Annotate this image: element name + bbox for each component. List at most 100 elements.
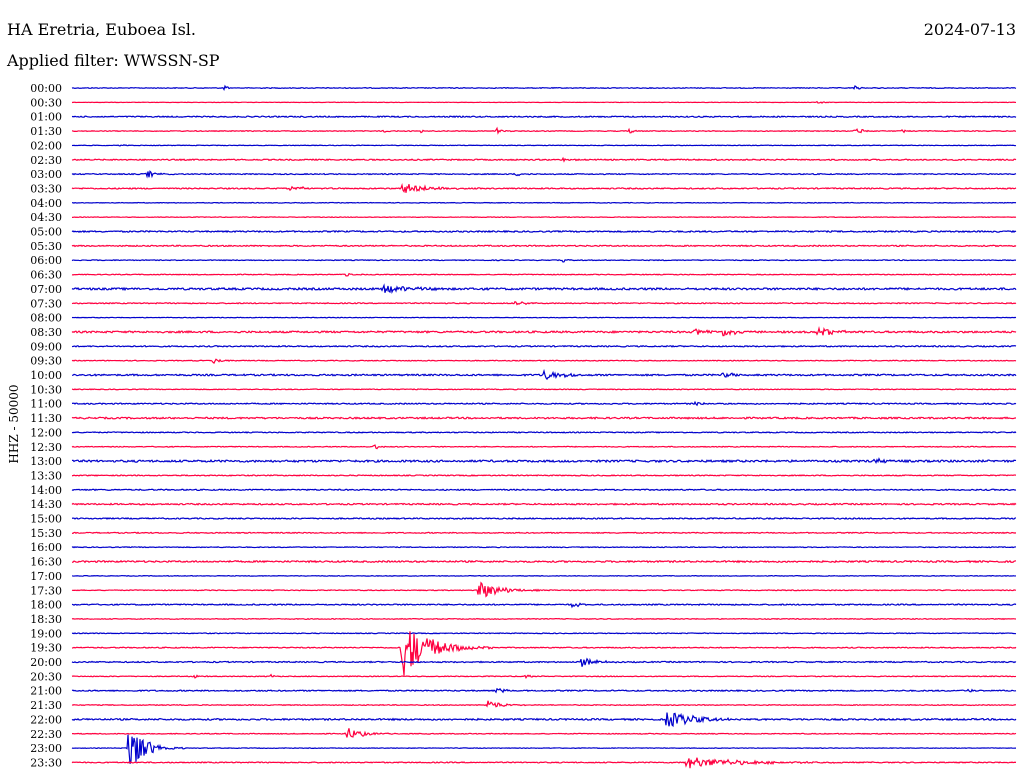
time-label-46: 23:00 [30,742,62,755]
time-label-5: 02:30 [30,154,62,167]
time-label-15: 07:30 [30,297,62,310]
station-title: HA Eretria, Euboea Isl. [7,20,196,39]
trace-row-29 [71,502,1017,506]
time-label-39: 19:30 [30,642,62,655]
trace-row-18 [71,344,1017,348]
trace-row-36 [71,602,1017,609]
time-label-37: 18:30 [30,613,62,626]
trace-row-21 [71,388,1017,391]
trace-row-23 [71,416,1017,420]
time-label-34: 17:00 [30,570,62,583]
time-label-20: 10:00 [30,369,62,382]
trace-row-12 [71,258,1017,263]
time-label-21: 10:30 [30,383,62,396]
trace-row-26 [71,457,1017,464]
time-label-43: 21:30 [30,699,62,712]
time-label-40: 20:00 [30,656,62,669]
time-label-17: 08:30 [30,326,62,339]
time-label-16: 08:00 [30,312,62,325]
trace-row-27 [71,474,1017,477]
time-label-28: 14:00 [30,484,62,497]
trace-row-14 [71,283,1017,294]
time-label-47: 23:30 [30,756,62,769]
trace-row-34 [71,574,1017,577]
time-label-22: 11:00 [30,398,62,411]
time-label-29: 14:30 [30,498,62,511]
time-label-36: 18:00 [30,599,62,612]
time-label-19: 09:30 [30,355,62,368]
trace-row-13 [71,272,1017,277]
time-label-41: 20:30 [30,670,62,683]
time-label-3: 01:30 [30,125,62,138]
time-label-42: 21:00 [30,685,62,698]
trace-row-9 [71,216,1017,219]
trace-row-30 [71,517,1017,520]
trace-row-19 [71,358,1017,364]
trace-row-3 [71,126,1017,135]
time-label-12: 06:00 [30,254,62,267]
time-label-6: 03:00 [30,168,62,181]
trace-row-5 [71,156,1017,163]
time-label-4: 02:00 [30,139,62,152]
date-label: 2024-07-13 [923,20,1016,39]
time-label-45: 22:30 [30,728,62,741]
trace-row-6 [71,170,1017,179]
time-label-0: 00:00 [30,82,62,95]
time-label-7: 03:30 [30,182,62,195]
trace-row-24 [71,431,1017,434]
time-label-14: 07:00 [30,283,62,296]
trace-row-40 [71,657,1017,667]
time-label-35: 17:30 [30,584,62,597]
trace-row-1 [71,100,1017,104]
time-label-13: 06:30 [30,269,62,282]
trace-row-41 [71,673,1017,679]
time-label-24: 12:00 [30,426,62,439]
trace-row-42 [71,687,1017,694]
time-label-2: 01:00 [30,111,62,124]
trace-row-28 [71,488,1017,492]
trace-row-17 [71,326,1017,337]
trace-row-8 [71,201,1017,204]
time-label-25: 12:30 [30,441,62,454]
time-label-44: 22:00 [30,713,62,726]
time-label-10: 05:00 [30,226,62,239]
trace-row-37 [71,617,1017,621]
time-label-30: 15:00 [30,513,62,526]
trace-row-7 [71,183,1017,193]
trace-row-0 [71,84,1017,91]
trace-row-45 [71,728,1017,738]
trace-row-31 [71,531,1017,535]
time-label-38: 19:00 [30,627,62,640]
trace-row-35 [71,581,1017,598]
time-label-18: 09:00 [30,340,62,353]
trace-row-33 [71,559,1017,564]
trace-row-16 [71,316,1017,319]
trace-row-44 [71,712,1017,728]
time-label-1: 00:30 [30,96,62,109]
filter-label: Applied filter: WWSSN-SP [7,51,220,70]
time-label-33: 16:30 [30,556,62,569]
trace-row-39 [71,631,1017,676]
trace-row-11 [71,244,1017,248]
time-label-11: 05:30 [30,240,62,253]
time-label-31: 15:30 [30,527,62,540]
trace-row-22 [71,400,1017,407]
trace-row-4 [71,143,1017,147]
trace-row-46 [71,734,1016,764]
trace-row-20 [71,368,1017,381]
trace-row-43 [71,700,1017,708]
trace-row-10 [71,229,1017,234]
trace-row-15 [71,300,1017,306]
time-label-9: 04:30 [30,211,62,224]
time-label-8: 04:00 [30,197,62,210]
trace-row-38 [71,632,1017,635]
trace-row-2 [71,115,1017,119]
time-label-26: 13:00 [30,455,62,468]
time-label-32: 16:00 [30,541,62,554]
trace-row-25 [71,444,1017,450]
time-label-23: 11:30 [30,412,62,425]
time-label-27: 13:30 [30,469,62,482]
trace-row-32 [71,546,1016,549]
trace-row-47 [71,757,1017,769]
